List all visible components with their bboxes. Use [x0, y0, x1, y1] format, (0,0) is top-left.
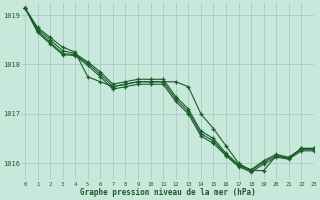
X-axis label: Graphe pression niveau de la mer (hPa): Graphe pression niveau de la mer (hPa): [80, 188, 255, 197]
